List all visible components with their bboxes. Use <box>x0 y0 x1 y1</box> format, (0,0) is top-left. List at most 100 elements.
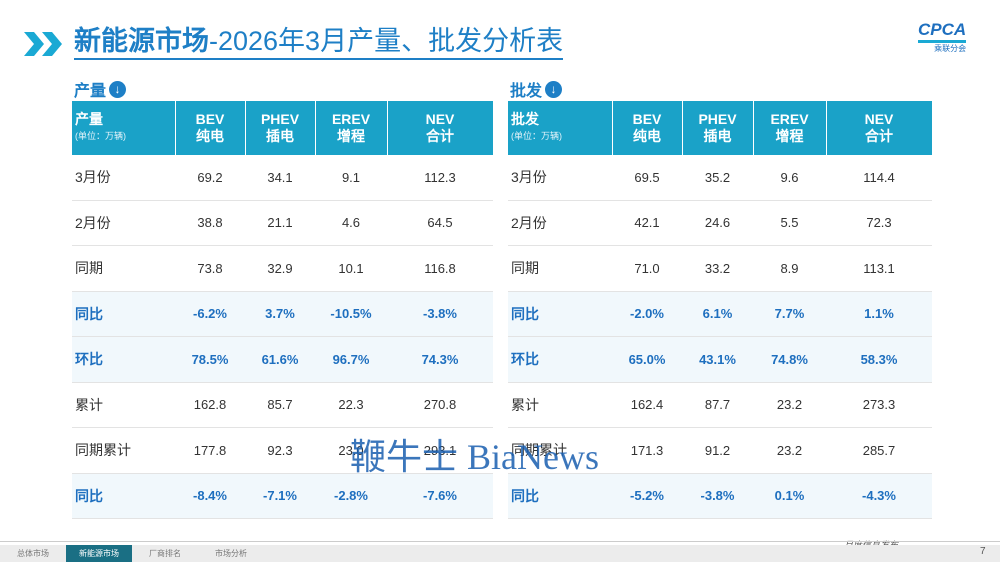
column-header: NEV 合计 <box>826 101 933 155</box>
cell: 32.9 <box>245 245 315 292</box>
table-row: 环比 78.5% 61.6% 96.7% 74.3% <box>72 336 493 383</box>
cell: 35.2 <box>682 155 753 201</box>
cell: 10.1 <box>315 245 387 292</box>
table-row: 同期累计 177.8 92.3 23.0 293.1 <box>72 427 493 474</box>
row-label: 同期 <box>72 245 175 292</box>
cell: 23.0 <box>315 427 387 474</box>
column-header: BEV 纯电 <box>175 101 246 155</box>
title: 新能源市场-2026年3月产量、批发分析表 <box>74 24 564 60</box>
row-label: 同比 <box>72 473 175 519</box>
table-row: 2月份 42.1 24.6 5.5 72.3 <box>508 200 932 246</box>
corner-title: 产量 <box>75 111 103 127</box>
cell: 293.1 <box>387 427 493 474</box>
cell: -2.8% <box>315 473 387 519</box>
column-zh: 增程 <box>775 128 804 144</box>
table-row: 环比 65.0% 43.1% 74.8% 58.3% <box>508 336 932 383</box>
cell: 92.3 <box>245 427 315 474</box>
cell: 74.8% <box>753 336 826 383</box>
column-zh: 纯电 <box>196 128 224 144</box>
column-zh: 插电 <box>266 128 294 144</box>
cell: 64.5 <box>387 200 493 246</box>
column-header: NEV 合计 <box>387 101 494 155</box>
column-zh: 合计 <box>426 128 454 144</box>
cell: -7.6% <box>387 473 493 519</box>
cell: 6.1% <box>682 291 753 337</box>
cell: -8.4% <box>175 473 245 519</box>
cell: 162.8 <box>175 382 245 428</box>
row-label: 环比 <box>72 336 175 383</box>
cell: 23.2 <box>753 382 826 428</box>
section-label: 批发 ↓ <box>510 77 563 101</box>
title-rest: -2026年3月产量、批发分析表 <box>209 26 564 56</box>
cell: 85.7 <box>245 382 315 428</box>
table-row: 3月份 69.2 34.1 9.1 112.3 <box>72 155 493 201</box>
cell: 270.8 <box>387 382 493 428</box>
row-label: 2月份 <box>508 200 612 246</box>
column-en: EREV <box>770 111 809 127</box>
logo-sub: 乘联分会 <box>934 44 967 53</box>
footer-tab: 新能源市场 <box>66 545 132 562</box>
corner-cell: 批发 (单位：万辆) <box>508 101 613 155</box>
row-label: 累计 <box>508 382 612 428</box>
column-header: PHEV 插电 <box>682 101 754 155</box>
cell: 96.7% <box>315 336 387 383</box>
cell: 112.3 <box>387 155 493 201</box>
column-en: PHEV <box>698 111 737 127</box>
cell: 3.7% <box>245 291 315 337</box>
cell: 69.2 <box>175 155 245 201</box>
cell: 114.4 <box>826 155 932 201</box>
table-row: 同比 -8.4% -7.1% -2.8% -7.6% <box>72 473 493 519</box>
cell: 21.1 <box>245 200 315 246</box>
page-number: 7 <box>980 546 986 557</box>
corner-title: 批发 <box>511 111 539 127</box>
cell: 24.6 <box>682 200 753 246</box>
data-table: 批发 (单位：万辆) BEV 纯电 PHEV 插电 EREV 增程 NEV 合计 3月份 69.5 35… <box>508 101 933 519</box>
cell: -4.3% <box>826 473 932 519</box>
section-icon: ↓ <box>109 80 127 98</box>
row-label: 2月份 <box>72 200 175 246</box>
cell: -2.0% <box>612 291 682 337</box>
cell: 65.0% <box>612 336 682 383</box>
column-header: EREV 增程 <box>753 101 827 155</box>
column-zh: 增程 <box>337 128 365 144</box>
cell: 71.0 <box>612 245 682 292</box>
table-row: 3月份 69.5 35.2 9.6 114.4 <box>508 155 932 201</box>
table-row: 同期累计 171.3 91.2 23.2 285.7 <box>508 427 932 474</box>
row-label: 同比 <box>508 473 612 519</box>
cell: 22.3 <box>315 382 387 428</box>
row-label: 同期累计 <box>508 427 612 474</box>
title-bold: 新能源市场 <box>74 26 209 56</box>
row-label: 同比 <box>72 291 175 337</box>
corner-cell: 产量 (单位：万辆) <box>72 101 176 155</box>
cell: 78.5% <box>175 336 245 383</box>
chevrons <box>24 32 62 56</box>
section-label: 产量 ↓ <box>74 77 127 101</box>
cell: 23.2 <box>753 427 826 474</box>
cell: 33.2 <box>682 245 753 292</box>
column-en: NEV <box>864 111 894 127</box>
cell: 113.1 <box>826 245 932 292</box>
column-zh: 纯电 <box>633 128 661 144</box>
table-row: 同期 73.8 32.9 10.1 116.8 <box>72 245 493 292</box>
cell: 285.7 <box>826 427 932 474</box>
footer: 总体市场 新能源市场 厂商排名 市场分析 <box>0 545 1000 562</box>
row-label: 同比 <box>508 291 612 337</box>
logo: CPCA 乘联分会 <box>918 20 967 54</box>
table-row: 同比 -6.2% 3.7% -10.5% -3.8% <box>72 291 493 337</box>
cell: 91.2 <box>682 427 753 474</box>
cell: 8.9 <box>753 245 826 292</box>
cell: 4.6 <box>315 200 387 246</box>
table-row: 同比 -2.0% 6.1% 7.7% 1.1% <box>508 291 932 337</box>
cell: 273.3 <box>826 382 932 428</box>
footer-tab: 厂商排名 <box>149 549 181 558</box>
cell: -7.1% <box>245 473 315 519</box>
watermark: 鞭牛士 BiaNews <box>350 437 599 477</box>
cell: 9.6 <box>753 155 826 201</box>
cell: 61.6% <box>245 336 315 383</box>
cell: 7.7% <box>753 291 826 337</box>
cell: -10.5% <box>315 291 387 337</box>
cell: 42.1 <box>612 200 682 246</box>
section-text: 批发 <box>510 83 543 100</box>
header-row: 产量 (单位：万辆) BEV 纯电 PHEV 插电 EREV 增程 NEV 合计 <box>72 101 494 155</box>
